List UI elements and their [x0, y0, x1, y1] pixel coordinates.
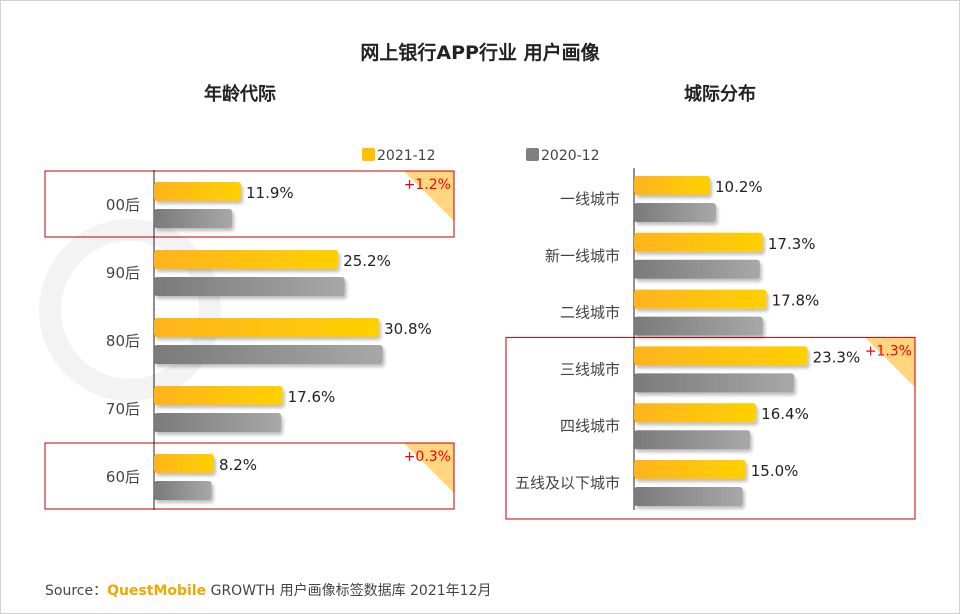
- category-label: 00后: [106, 196, 140, 214]
- watermark-logo-ring: [39, 219, 221, 401]
- source-note: Source：QuestMobile GROWTH 用户画像标签数据库 2021…: [45, 580, 491, 600]
- category-label: 二线城市: [560, 304, 620, 322]
- data-label: 15.0%: [751, 462, 799, 480]
- legend-swatch-2020: [526, 148, 539, 161]
- bar-2020-12: [634, 316, 763, 336]
- legend-label: 2020-12: [541, 148, 600, 164]
- highlight-box: [505, 336, 916, 520]
- legend-swatch-2021: [362, 148, 375, 161]
- highlight-box: [44, 170, 455, 238]
- bar-2020-12: [634, 259, 760, 279]
- highlight-corner: [404, 171, 454, 221]
- city-chart-title: 城际分布: [684, 84, 756, 105]
- bar-2021-12: [634, 232, 763, 252]
- bar-2021-12: [154, 318, 380, 337]
- data-label: 10.2%: [715, 178, 763, 196]
- bar-2021-12: [634, 176, 710, 195]
- bar-2021-12: [634, 346, 808, 366]
- bar-2021-12: [634, 460, 746, 479]
- source-prefix: Source：: [45, 583, 108, 599]
- category-label: 五线及以下城市: [515, 474, 620, 492]
- bar-2020-12: [634, 430, 751, 450]
- category-label: 90后: [106, 264, 140, 282]
- category-label: 四线城市: [560, 417, 620, 435]
- category-label: 三线城市: [560, 360, 620, 378]
- bar-2021-12: [154, 250, 339, 269]
- bar-2021-12: [154, 386, 283, 405]
- bar-2020-12: [154, 413, 282, 432]
- category-label: 70后: [106, 400, 140, 418]
- legend-label: 2021-12: [377, 148, 436, 164]
- bar-2020-12: [634, 487, 743, 506]
- category-label: 80后: [106, 332, 140, 350]
- highlight-change-label: +0.3%: [404, 449, 451, 465]
- bar-2020-12: [154, 345, 383, 364]
- highlight-change-label: +1.3%: [865, 343, 912, 359]
- main-title: 网上银行APP行业 用户画像: [360, 42, 600, 64]
- source-brand: QuestMobile: [107, 583, 207, 599]
- bar-2020-12: [154, 481, 212, 500]
- bar-2021-12: [154, 454, 214, 473]
- bar-2020-12: [154, 277, 345, 296]
- bar-2020-12: [634, 203, 716, 222]
- data-label: 17.8%: [772, 292, 820, 310]
- bar-2020-12: [634, 373, 795, 393]
- highlight-change-label: +1.2%: [404, 177, 451, 193]
- bar-2021-12: [634, 403, 757, 423]
- data-label: 25.2%: [343, 252, 391, 270]
- category-label: 一线城市: [560, 190, 620, 208]
- bar-2021-12: [634, 289, 767, 309]
- data-label: 17.3%: [768, 235, 816, 253]
- data-label: 30.8%: [384, 320, 432, 338]
- data-label: 8.2%: [219, 456, 257, 474]
- data-label: 16.4%: [761, 405, 809, 423]
- bar-2020-12: [154, 209, 233, 228]
- bar-2021-12: [154, 182, 241, 201]
- highlight-box: [44, 442, 455, 510]
- highlight-corner: [404, 443, 454, 493]
- category-label: 60后: [106, 468, 140, 486]
- age-chart-title: 年龄代际: [204, 84, 276, 105]
- data-label: 23.3%: [813, 348, 861, 366]
- source-suffix: GROWTH 用户画像标签数据库 2021年12月: [206, 583, 492, 599]
- data-label: 11.9%: [246, 184, 294, 202]
- category-label: 新一线城市: [545, 247, 620, 265]
- data-label: 17.6%: [288, 388, 336, 406]
- highlight-corner: [865, 337, 915, 388]
